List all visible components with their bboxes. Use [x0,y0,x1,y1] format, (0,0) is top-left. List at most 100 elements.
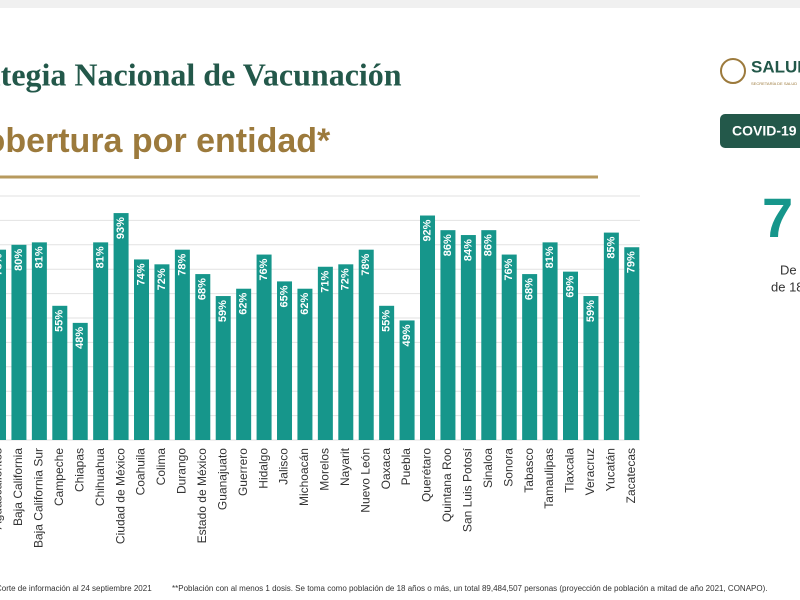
bar [256,254,272,440]
x-tick-label: Baja California [11,448,25,526]
value-label: 72% [156,268,168,290]
badge [720,114,800,148]
x-tick-label: Tlaxcala [563,448,577,493]
x-tick-label: Campeche [52,448,66,506]
top-band [0,0,800,8]
x-tick-label: Guerrero [236,448,250,496]
bar [236,288,252,440]
bar [624,247,640,440]
bar [563,271,579,440]
bar [52,305,68,440]
x-tick-label: Yucatán [604,448,618,491]
side-value: 7 [762,186,793,249]
value-label: 78% [0,253,4,275]
x-tick-label: Zacatecas [624,448,638,503]
value-label: 81% [544,246,556,268]
bar [460,235,476,440]
bar [399,320,415,440]
value-label: 68% [524,278,536,300]
x-tick-label: Morelos [318,448,332,491]
bar [31,242,47,440]
bar [297,288,313,440]
value-label: 48% [74,327,86,349]
bar [481,230,497,440]
bar [11,244,27,440]
value-label: 93% [115,217,127,239]
x-tick-label: Durango [175,448,189,494]
x-tick-label: Michoacán [297,448,311,506]
x-tick-label: Querétaro [420,448,434,502]
bar [113,213,129,440]
value-label: 49% [401,324,413,346]
x-tick-label: Chihuahua [93,448,107,506]
x-tick-label: Puebla [399,448,413,486]
value-label: 92% [421,219,433,241]
value-label: 62% [299,293,311,315]
x-tick-label: Coahuila [134,448,148,496]
value-label: 71% [319,271,331,293]
bar [215,296,231,440]
side-text: De [780,262,797,277]
bar [154,264,170,440]
badge-text: COVID-19 [732,123,797,139]
bar [277,281,293,440]
bar [134,259,150,440]
value-label: 65% [278,285,290,307]
x-tick-label: Baja California Sur [32,448,46,548]
x-tick-label: Sonora [501,448,515,487]
x-tick-label: Quintana Roo [440,448,454,522]
value-label: 72% [340,268,352,290]
bar [72,322,88,440]
x-tick-label: Aguascalientes [0,448,5,529]
x-tick-label: Estado de México [195,448,209,544]
value-label: 78% [360,253,372,275]
bar [440,230,456,440]
value-label: 86% [442,234,454,256]
value-label: 59% [217,300,229,322]
x-tick-label: Tabasco [522,448,536,493]
value-label: 80% [13,249,25,271]
x-tick-label: San Luis Potosí [461,447,475,532]
bar [93,242,109,440]
side-text: de 18 [771,279,800,294]
bar [501,254,517,440]
bar [317,266,333,440]
bar [338,264,354,440]
chart-subtitle: Cobertura por entidad* [0,122,331,160]
value-label: 79% [626,251,638,273]
footnote: Corte de información al 24 septiembre 20… [0,584,152,593]
value-label: 55% [54,310,66,332]
value-label: 76% [503,258,515,280]
bar [603,232,619,440]
x-tick-label: Veracruz [583,448,597,495]
value-label: 74% [135,263,147,285]
x-tick-label: Jalisco [277,448,291,485]
logo-text: SALUD [751,57,800,76]
bar [358,249,374,440]
value-label: 76% [258,258,270,280]
value-label: 84% [462,239,474,261]
value-label: 68% [197,278,209,300]
x-tick-label: Nayarit [338,447,352,486]
x-tick-label: Oaxaca [379,448,393,490]
value-label: 85% [605,236,617,258]
x-tick-label: Colima [154,448,168,486]
chart-title: Estrategia Nacional de Vacunación [0,56,402,92]
bar [0,249,7,440]
value-label: 59% [585,300,597,322]
bar [583,296,599,440]
value-label: 78% [176,253,188,275]
bar [542,242,558,440]
x-tick-label: Guanajuato [215,448,229,510]
bar [379,305,395,440]
x-tick-label: Sinaloa [481,448,495,488]
value-label: 62% [238,293,250,315]
logo-emblem [720,58,746,84]
bar [420,215,436,440]
x-tick-label: Ciudad de México [113,448,127,544]
x-tick-label: Nuevo León [358,448,372,513]
value-label: 86% [483,234,495,256]
logo-subtitle: SECRETARÍA DE SALUD [751,81,797,86]
